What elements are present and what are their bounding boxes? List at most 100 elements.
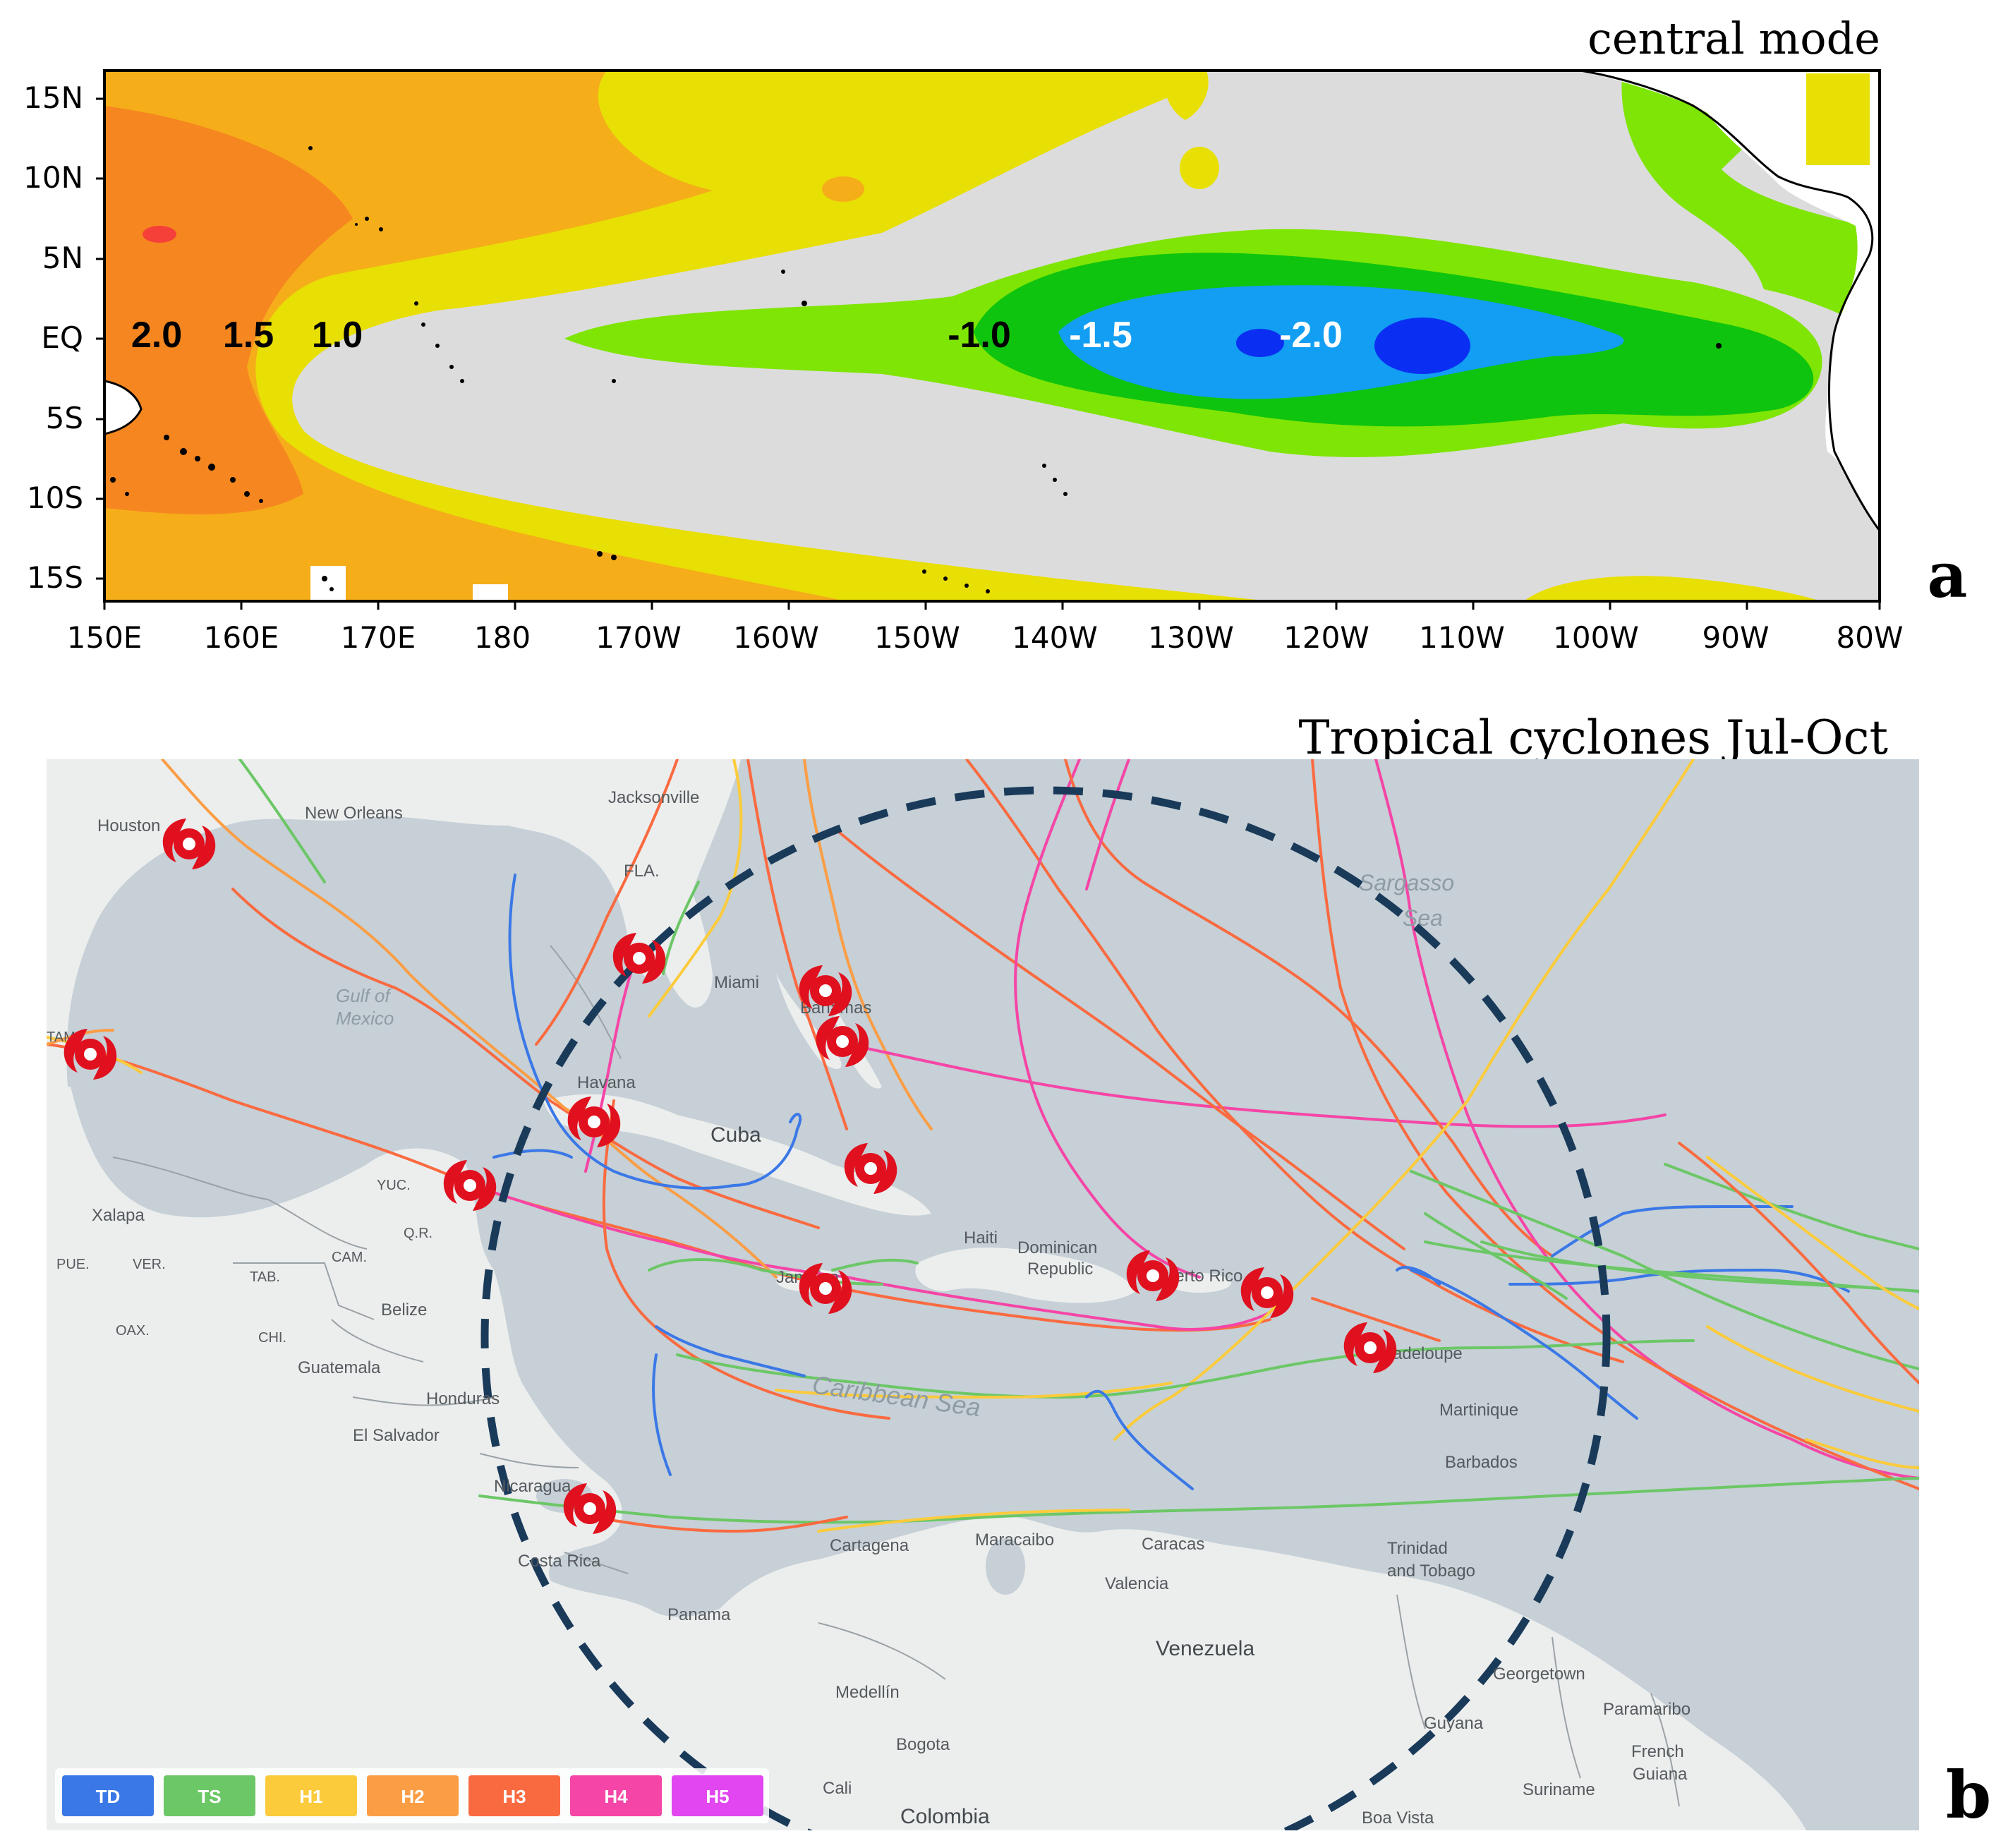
svg-text:Cali: Cali <box>823 1779 852 1798</box>
svg-text:Xalapa: Xalapa <box>92 1206 145 1225</box>
svg-text:Georgetown: Georgetown <box>1493 1665 1585 1684</box>
svg-text:Bogota: Bogota <box>896 1735 950 1754</box>
pos-2-region <box>104 106 353 514</box>
svg-text:Honduras: Honduras <box>426 1389 500 1408</box>
legend-td <box>62 1775 154 1816</box>
neg-2-region <box>1058 285 1624 399</box>
panel-b-letter: b <box>1946 1757 1991 1833</box>
lon-axis: 150E 160E 170E 180 170W 160W 150W 140W 1… <box>67 620 1904 655</box>
legend-label: H2 <box>401 1786 424 1807</box>
svg-text:Costa Rica: Costa Rica <box>518 1552 601 1571</box>
svg-text:Guyana: Guyana <box>1424 1714 1484 1733</box>
lat-axis: 15N 10N 5N EQ 5S 10S 15S <box>23 80 83 595</box>
legend-h5 <box>672 1775 763 1816</box>
svg-text:Barbados: Barbados <box>1445 1453 1518 1472</box>
intensity-legend: TD TS H1 H2 H3 H4 H5 <box>55 1768 769 1823</box>
cyclone-map: Houston New Orleans Jacksonville FLA. Mi… <box>47 759 1919 1830</box>
panel-b: Tropical cyclones Jul-Oct <box>47 711 1991 1833</box>
land-cuba <box>543 1094 931 1216</box>
contour-label: 2.0 <box>131 315 182 356</box>
neg-25-region <box>1374 318 1470 374</box>
svg-text:Suriname: Suriname <box>1523 1780 1595 1799</box>
lon-tick: 120W <box>1283 620 1369 655</box>
lon-tick: 150E <box>67 620 143 655</box>
svg-text:Cuba: Cuba <box>710 1123 761 1147</box>
land-south-america <box>720 1516 1806 1830</box>
svg-text:Gulf of: Gulf of <box>336 985 392 1006</box>
panel-a-title: central mode <box>1587 13 1880 64</box>
lat-tick: EQ <box>41 320 83 355</box>
lon-tick: 140W <box>1012 620 1098 655</box>
svg-text:Maracaibo: Maracaibo <box>975 1530 1054 1550</box>
land-north-america <box>47 759 741 1087</box>
svg-text:Panama: Panama <box>667 1605 731 1624</box>
contour-labels: 2.0 1.5 1.0 -1.0 -1.5 -2.0 <box>131 315 1343 356</box>
legend-label: H3 <box>502 1786 526 1807</box>
svg-text:Haiti: Haiti <box>964 1228 998 1248</box>
svg-text:Sargasso: Sargasso <box>1359 870 1454 895</box>
legend-h4 <box>570 1775 662 1816</box>
svg-text:French: French <box>1631 1742 1684 1761</box>
svg-text:PUE.: PUE. <box>56 1257 90 1272</box>
svg-text:Guatemala: Guatemala <box>298 1358 381 1377</box>
svg-text:Colombia: Colombia <box>900 1805 990 1828</box>
lat-tick: 10N <box>23 160 83 195</box>
svg-text:Boa Vista: Boa Vista <box>1362 1808 1434 1828</box>
lon-tick: 160W <box>733 620 819 655</box>
svg-text:VER.: VER. <box>133 1257 166 1272</box>
contour-label: -2.0 <box>1279 315 1343 356</box>
svg-text:YUC.: YUC. <box>377 1178 411 1193</box>
svg-text:Miami: Miami <box>714 973 759 992</box>
land-puerto-rico <box>1168 1273 1231 1293</box>
sst-map <box>104 71 1880 601</box>
svg-text:FLA.: FLA. <box>624 862 660 881</box>
svg-text:New Orleans: New Orleans <box>305 804 403 823</box>
lat-tick: 5N <box>42 241 83 275</box>
contour-label: -1.0 <box>948 315 1011 356</box>
svg-text:Paramaribo: Paramaribo <box>1603 1700 1691 1719</box>
panel-a-frame <box>103 69 1881 603</box>
svg-text:Venezuela: Venezuela <box>1156 1637 1254 1660</box>
contour-label: 1.0 <box>312 315 363 356</box>
svg-text:Medellín: Medellín <box>835 1683 900 1702</box>
legend-label: H5 <box>706 1786 729 1807</box>
lon-tick: 80W <box>1837 620 1904 655</box>
land-hispaniola <box>915 1248 1136 1303</box>
panel-a-letter: a <box>1927 538 1967 612</box>
svg-text:Guiana: Guiana <box>1633 1765 1688 1784</box>
svg-text:Caracas: Caracas <box>1142 1535 1204 1554</box>
lat-tick: 15S <box>27 560 83 595</box>
svg-text:and Tobago: and Tobago <box>1387 1562 1475 1581</box>
contour-label: -1.5 <box>1069 315 1132 356</box>
lon-tick: 110W <box>1419 620 1505 655</box>
svg-text:Houston: Houston <box>97 816 160 835</box>
svg-text:CAM.: CAM. <box>332 1250 367 1265</box>
svg-text:Havana: Havana <box>577 1073 636 1092</box>
lat-tick: 5S <box>46 401 83 435</box>
svg-text:El Salvador: El Salvador <box>353 1426 440 1445</box>
land-png <box>104 380 143 435</box>
svg-text:Belize: Belize <box>381 1300 427 1319</box>
lon-tick: 130W <box>1148 620 1234 655</box>
svg-text:Valencia: Valencia <box>1105 1574 1169 1593</box>
pos-25-region <box>143 226 176 243</box>
legend-label: H1 <box>299 1786 322 1807</box>
svg-text:Mexico: Mexico <box>336 1008 394 1029</box>
svg-text:Nicaragua: Nicaragua <box>494 1477 571 1496</box>
contour-label: 1.5 <box>223 315 274 356</box>
svg-text:Sea: Sea <box>1403 905 1443 931</box>
svg-text:Martinique: Martinique <box>1439 1401 1518 1420</box>
lat-tick: 10S <box>27 481 83 515</box>
svg-text:Republic: Republic <box>1027 1260 1093 1279</box>
lon-tick: 90W <box>1702 620 1770 655</box>
legend-h2 <box>367 1775 459 1816</box>
svg-text:Cartagena: Cartagena <box>830 1536 909 1555</box>
lon-tick: 100W <box>1553 620 1639 655</box>
lon-tick: 160E <box>204 620 279 655</box>
svg-text:Jacksonville: Jacksonville <box>608 788 699 807</box>
svg-text:TAB.: TAB. <box>250 1269 280 1285</box>
svg-text:Trinidad: Trinidad <box>1387 1539 1448 1558</box>
svg-text:Q.R.: Q.R. <box>404 1226 433 1241</box>
lon-tick: 170E <box>341 620 416 655</box>
